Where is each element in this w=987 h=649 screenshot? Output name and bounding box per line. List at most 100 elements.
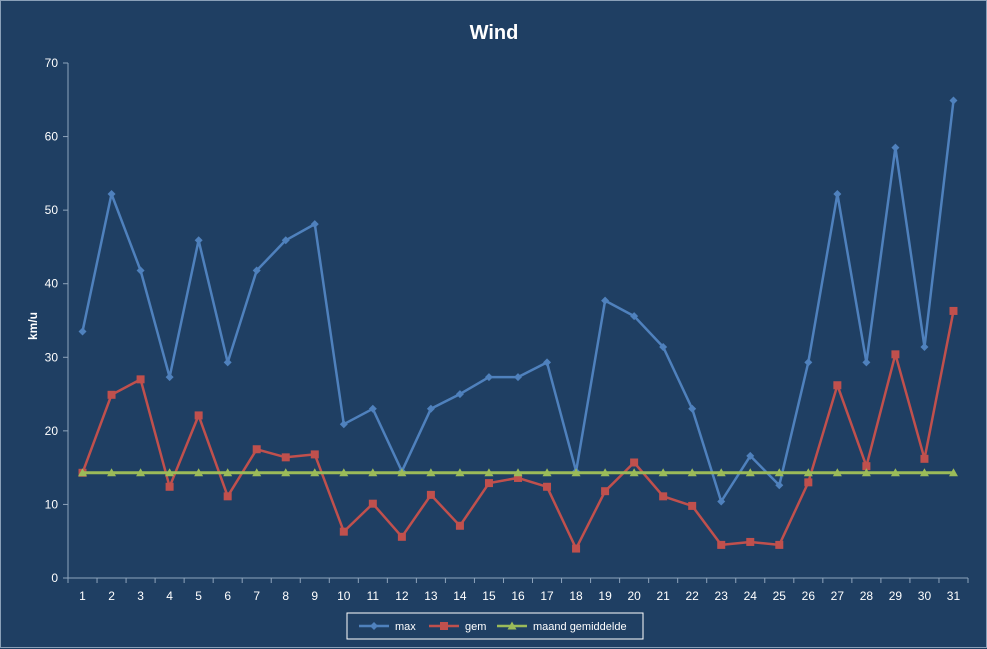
- y-tick-label: 10: [45, 497, 59, 511]
- x-tick-label: 28: [860, 589, 874, 603]
- data-point-max: [426, 404, 435, 413]
- legend: max gem maand gemiddelde: [346, 612, 644, 640]
- legend-label-gem: gem: [465, 621, 486, 633]
- x-tick-label: 23: [715, 589, 729, 603]
- data-point-max: [891, 143, 900, 152]
- chart-title: Wind: [470, 22, 519, 44]
- data-point-gem: [165, 482, 174, 491]
- data-point-maand-gemiddelde: [890, 468, 900, 477]
- data-point-maand-gemiddelde: [455, 468, 465, 477]
- series-line-max: [81, 100, 955, 503]
- series-layer: [78, 96, 958, 553]
- data-point-maand-gemiddelde: [165, 468, 175, 477]
- data-point-max: [775, 481, 784, 490]
- x-tick-label: 10: [337, 589, 351, 603]
- data-point-max: [862, 358, 871, 367]
- y-tick-label: 20: [45, 424, 59, 438]
- data-point-maand-gemiddelde: [919, 468, 929, 477]
- data-point-max: [659, 342, 668, 351]
- data-point-maand-gemiddelde: [136, 468, 146, 477]
- data-point-gem: [252, 445, 261, 454]
- data-point-maand-gemiddelde: [629, 468, 639, 477]
- legend-label-maand-gemiddelde: maand gemiddelde: [533, 621, 627, 633]
- data-point-maand-gemiddelde: [600, 468, 610, 477]
- x-tick-label: 26: [802, 589, 816, 603]
- data-point-maand-gemiddelde: [484, 468, 494, 477]
- data-point-gem: [601, 487, 610, 496]
- x-tick-label: 5: [195, 589, 202, 603]
- x-tick-label: 4: [166, 589, 173, 603]
- data-point-max: [368, 404, 377, 413]
- data-point-maand-gemiddelde: [716, 468, 726, 477]
- data-point-max: [514, 373, 522, 382]
- y-axis-title: km/u: [26, 312, 40, 340]
- y-tick-label: 60: [45, 130, 59, 144]
- data-point-max: [920, 342, 929, 351]
- data-point-max: [949, 96, 958, 105]
- data-point-maand-gemiddelde: [368, 468, 378, 477]
- data-point-gem: [514, 473, 522, 482]
- data-point-gem: [339, 527, 348, 536]
- data-point-maand-gemiddelde: [948, 468, 958, 477]
- data-point-gem: [891, 350, 900, 359]
- data-point-gem: [136, 375, 145, 384]
- x-tick-label: 25: [773, 589, 787, 603]
- data-point-gem: [310, 450, 319, 459]
- data-point-max: [717, 497, 726, 506]
- data-point-max: [223, 358, 232, 367]
- series-maand-gemiddelde: [78, 468, 958, 477]
- x-tick-label: 18: [569, 589, 583, 603]
- data-point-maand-gemiddelde: [832, 468, 842, 477]
- data-point-gem: [862, 462, 871, 471]
- x-tick-label: 15: [482, 589, 496, 603]
- data-point-maand-gemiddelde: [774, 468, 784, 477]
- x-tick-label: 20: [627, 589, 641, 603]
- data-point-gem: [368, 499, 377, 508]
- data-point-maand-gemiddelde: [252, 468, 262, 477]
- data-point-gem: [484, 479, 493, 488]
- y-axis-ticks: 0 10 20 30 40 50 60 70: [45, 56, 68, 585]
- data-point-gem: [630, 458, 639, 467]
- x-tick-label: 22: [686, 589, 700, 603]
- x-tick-label: 27: [831, 589, 845, 603]
- x-tick-label: 9: [311, 589, 318, 603]
- y-tick-label: 70: [45, 56, 59, 70]
- data-point-maand-gemiddelde: [339, 468, 349, 477]
- legend-swatch-marker-maand-gemiddelde: [507, 621, 517, 630]
- data-point-maand-gemiddelde: [78, 468, 88, 477]
- x-tick-label: 3: [137, 589, 144, 603]
- data-point-max: [601, 296, 610, 305]
- axes: [67, 63, 968, 579]
- x-tick-label: 11: [367, 589, 380, 603]
- data-point-gem: [688, 501, 697, 510]
- data-point-gem: [223, 492, 232, 501]
- legend-swatch-marker-gem: [440, 622, 448, 630]
- data-point-maand-gemiddelde: [571, 468, 581, 477]
- data-point-gem: [543, 482, 552, 491]
- data-point-gem: [746, 537, 755, 546]
- data-point-max: [455, 390, 464, 399]
- x-tick-label: 1: [79, 589, 86, 603]
- x-tick-label: 17: [540, 589, 554, 603]
- x-tick-label: 2: [108, 589, 115, 603]
- data-point-gem: [194, 411, 203, 420]
- series-max: [78, 96, 958, 506]
- data-point-gem: [949, 306, 958, 315]
- data-point-max: [165, 373, 174, 382]
- data-point-gem: [572, 544, 581, 553]
- x-tick-label: 24: [744, 589, 758, 603]
- data-point-maand-gemiddelde: [513, 468, 523, 477]
- data-point-gem: [833, 381, 842, 390]
- x-tick-label: 31: [947, 589, 961, 603]
- data-point-max: [630, 312, 639, 321]
- data-point-max: [107, 189, 116, 198]
- data-point-maand-gemiddelde: [542, 468, 552, 477]
- data-point-gem: [717, 540, 726, 549]
- data-point-maand-gemiddelde: [107, 468, 117, 477]
- data-point-maand-gemiddelde: [426, 468, 436, 477]
- data-point-gem: [426, 490, 435, 499]
- data-point-maand-gemiddelde: [310, 468, 320, 477]
- x-tick-label: 14: [453, 589, 467, 603]
- legend-swatch-marker-max: [370, 622, 378, 630]
